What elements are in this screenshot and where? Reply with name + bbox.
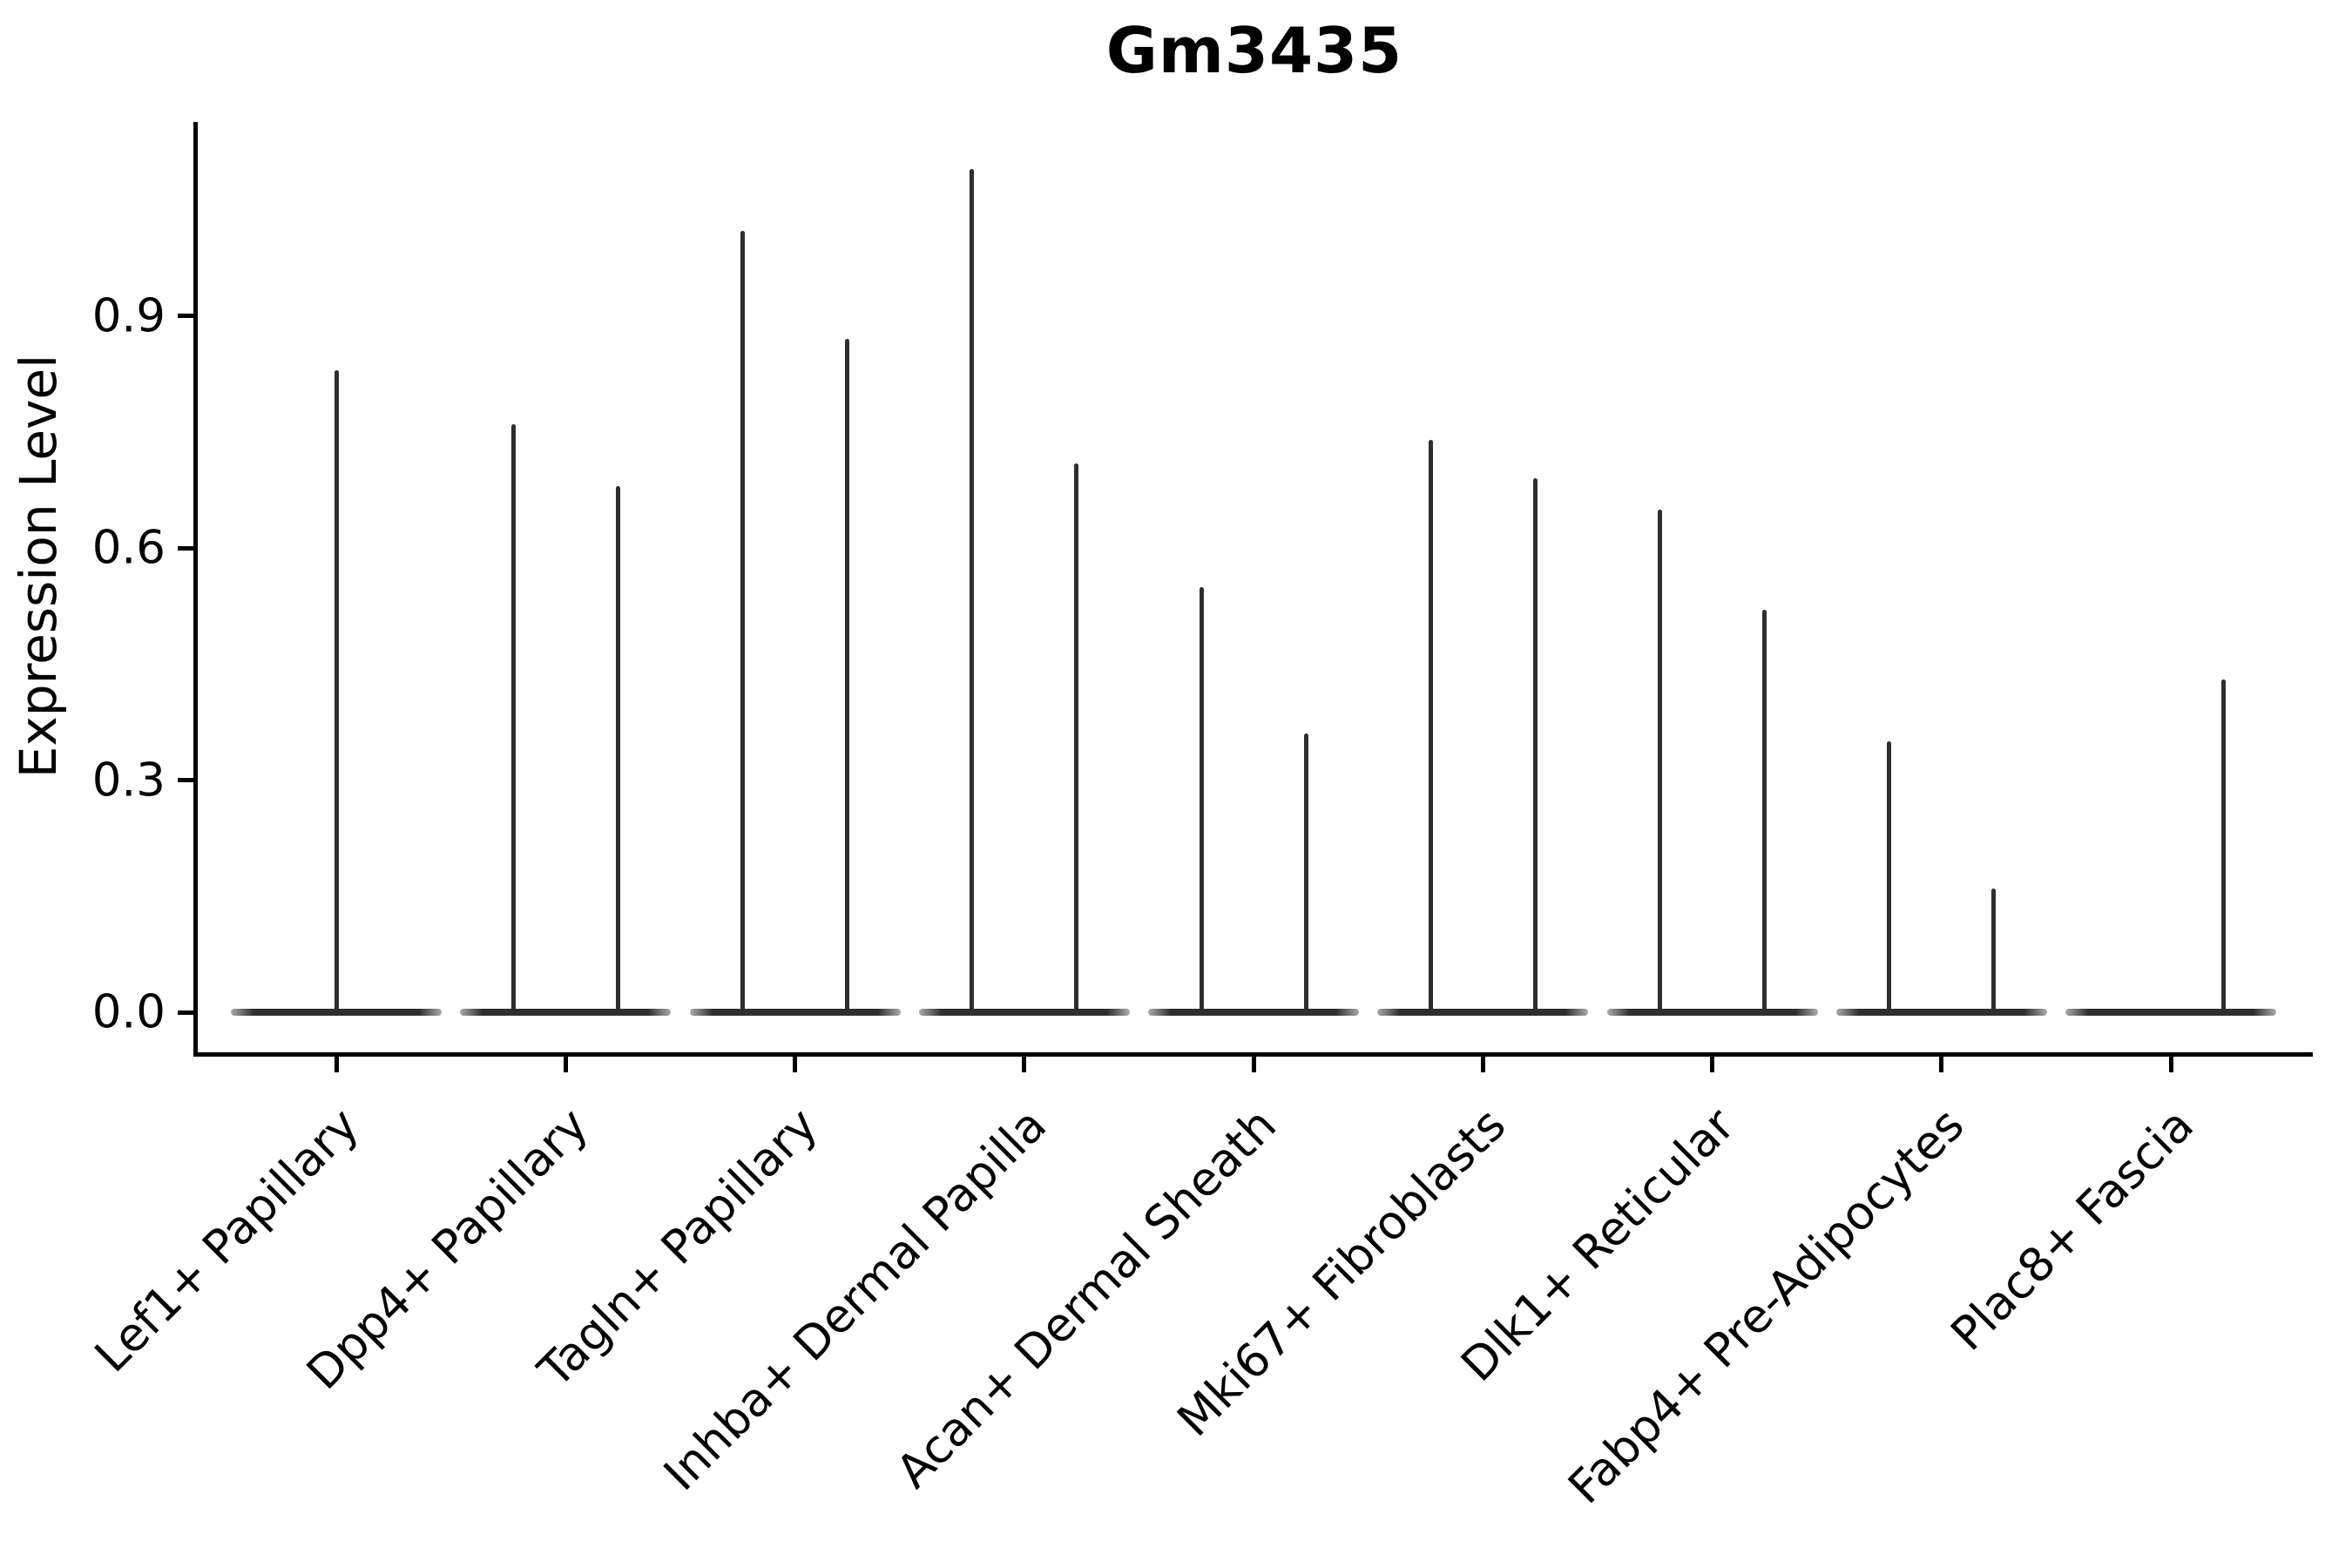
violin-base <box>918 1009 1130 1016</box>
violin-base <box>1606 1009 1818 1016</box>
violin-base <box>2065 1009 2276 1016</box>
violin-base <box>689 1009 901 1016</box>
violin-spike <box>1199 586 1204 1016</box>
violin-spike <box>1887 741 1892 1016</box>
x-tick <box>563 1057 568 1072</box>
x-tick <box>1251 1057 1256 1072</box>
y-tick <box>178 314 193 319</box>
x-axis-line <box>193 1052 2313 1057</box>
violin-base <box>1835 1009 2047 1016</box>
x-tick-label: Fabp4+ Pre-Adipocytes <box>1558 1098 1975 1515</box>
x-tick-label: Inhba+ Dermal Papilla <box>654 1098 1058 1502</box>
x-tick <box>2168 1057 2173 1072</box>
violin-spike <box>1991 888 1997 1016</box>
violin-spike <box>970 169 975 1016</box>
violin-spike <box>510 424 516 1016</box>
y-tick-label: 0.6 <box>91 521 166 575</box>
y-tick-label: 0.3 <box>91 754 166 808</box>
violin-spike <box>740 231 745 1016</box>
x-tick <box>1480 1057 1485 1072</box>
y-axis-line <box>193 122 198 1057</box>
violin-spike <box>1762 610 1767 1016</box>
y-tick <box>178 778 193 783</box>
violin-spike <box>2220 679 2226 1016</box>
violin-base <box>1377 1009 1589 1016</box>
chart-title: Gm3435 <box>1105 14 1403 87</box>
x-tick <box>1710 1057 1714 1072</box>
violin-base <box>460 1009 672 1016</box>
x-tick <box>1939 1057 1944 1072</box>
y-tick-label: 0.0 <box>91 985 166 1039</box>
violin-spike <box>845 339 849 1016</box>
violin-spike <box>1074 463 1079 1016</box>
violin-spike <box>1428 439 1433 1016</box>
y-tick <box>178 1010 193 1015</box>
x-tick <box>793 1057 797 1072</box>
x-tick <box>334 1057 339 1072</box>
violin-base <box>1148 1009 1359 1016</box>
violin-spike <box>1532 478 1538 1016</box>
x-tick-label: Acan+ Dermal Sheath <box>886 1098 1287 1499</box>
y-tick-label: 0.9 <box>91 289 166 343</box>
violin-spike <box>615 486 620 1016</box>
x-tick-label: Plac8+ Fascia <box>1941 1098 2204 1362</box>
violin-spike <box>1303 733 1308 1016</box>
y-tick <box>178 545 193 551</box>
violin-spike <box>1658 509 1662 1016</box>
violin-spike <box>334 369 339 1016</box>
x-tick <box>1022 1057 1027 1072</box>
